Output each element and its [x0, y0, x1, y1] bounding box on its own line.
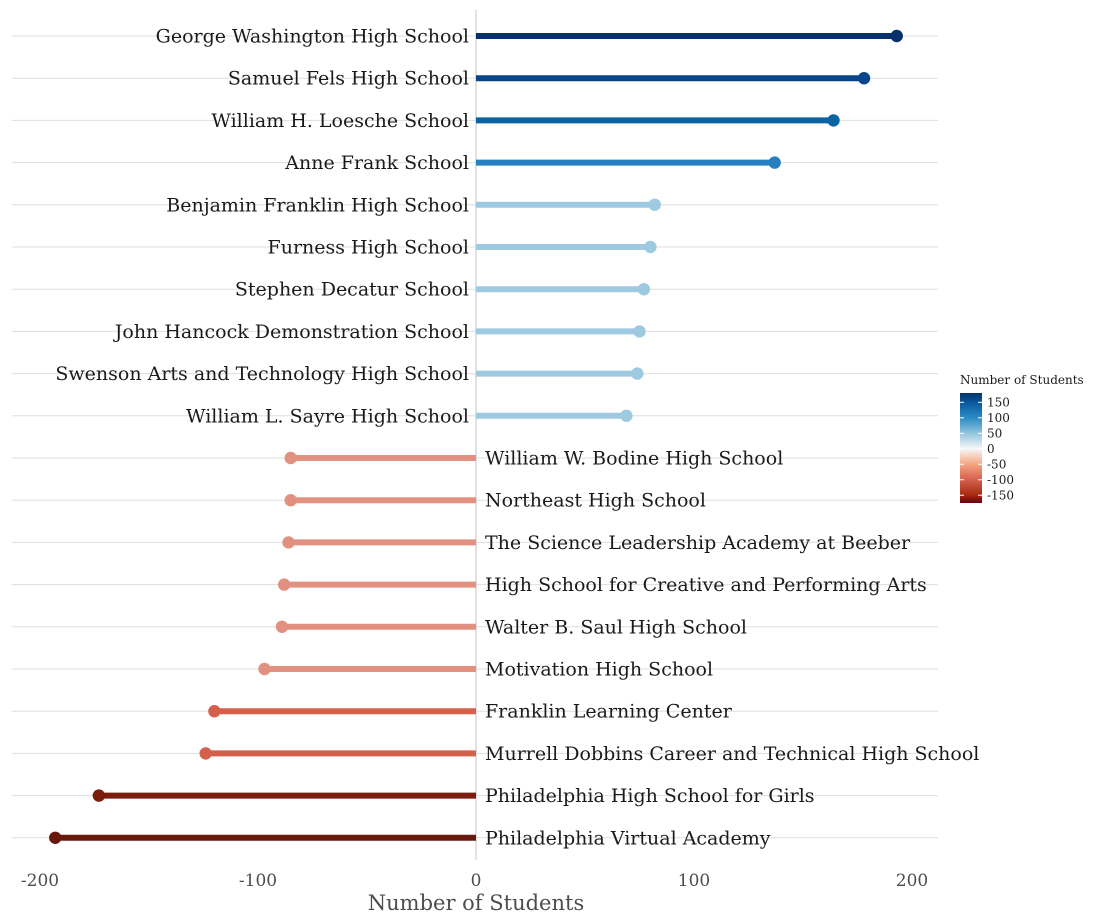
school-label: Northeast High School	[485, 490, 706, 512]
lollipop-point	[768, 156, 781, 169]
lollipop-point	[857, 72, 871, 85]
lollipop-point	[49, 831, 62, 844]
x-tick-label: 0	[471, 871, 482, 891]
school-label: Anne Frank School	[284, 152, 469, 174]
school-label: Swenson Arts and Technology High School	[55, 363, 469, 385]
school-label: William H. Loesche School	[211, 110, 469, 132]
x-tick-label: 100	[678, 871, 710, 891]
lollipop-point	[637, 283, 651, 296]
school-label: Philadelphia High School for Girls	[485, 785, 815, 807]
legend-colorbar	[960, 393, 982, 503]
x-tick-label: -200	[21, 871, 59, 891]
school-label: George Washington High School	[156, 26, 469, 48]
lollipop-point	[890, 29, 903, 43]
school-label: High School for Creative and Performing …	[485, 574, 927, 596]
school-label: Furness High School	[268, 237, 469, 259]
school-label: Samuel Fels High School	[228, 68, 469, 90]
gridlines	[12, 35, 938, 839]
lollipop-point	[277, 578, 291, 591]
school-label: Benjamin Franklin High School	[166, 194, 469, 216]
school-label: John Hancock Demonstration School	[113, 321, 469, 343]
lollipop-point	[631, 367, 644, 380]
lollipop-marks	[49, 29, 903, 844]
school-label: The Science Leadership Academy at Beeber	[485, 532, 911, 554]
school-label: Franklin Learning Center	[485, 701, 733, 723]
school-label: Walter B. Saul High School	[485, 616, 747, 638]
x-tick-label: -100	[239, 871, 277, 891]
school-label: Stephen Decatur School	[235, 279, 469, 301]
lollipop-point	[648, 198, 661, 211]
school-label: William L. Sayre High School	[186, 405, 469, 427]
legend-tick-label: -50	[987, 457, 1006, 471]
x-axis: -200 -100 0 100 200	[21, 871, 928, 891]
school-labels: George Washington High School Samuel Fels…	[55, 26, 979, 850]
legend-tick-label: 150	[987, 395, 1010, 409]
lollipop-point	[199, 747, 212, 760]
lollipop-point	[284, 451, 297, 465]
x-axis-title: Number of Students	[368, 891, 584, 914]
school-label: Murrell Dobbins Career and Technical Hig…	[485, 743, 979, 765]
lollipop-point	[284, 494, 297, 507]
lollipop-point	[92, 789, 106, 802]
lollipop-point	[620, 409, 633, 422]
school-label: Philadelphia Virtual Academy	[485, 827, 771, 849]
lollipop-point	[208, 705, 221, 718]
lollipop-point	[633, 325, 646, 338]
legend-tick-label: -100	[987, 473, 1014, 487]
lollipop-point	[644, 240, 657, 254]
legend-tick-label: -150	[987, 488, 1014, 502]
legend-tick-label: 50	[987, 426, 1002, 440]
lollipop-point	[275, 620, 289, 633]
school-label: William W. Bodine High School	[485, 448, 783, 470]
lollipop-point	[282, 536, 295, 549]
legend-tick-label: 100	[987, 411, 1010, 425]
x-tick-label: 200	[896, 871, 928, 891]
lollipop-point	[258, 662, 271, 676]
legend-tick-label: 0	[987, 442, 995, 456]
lollipop-point	[827, 114, 840, 127]
school-label: Motivation High School	[485, 659, 713, 681]
legend-title: Number of Students	[960, 373, 1084, 387]
